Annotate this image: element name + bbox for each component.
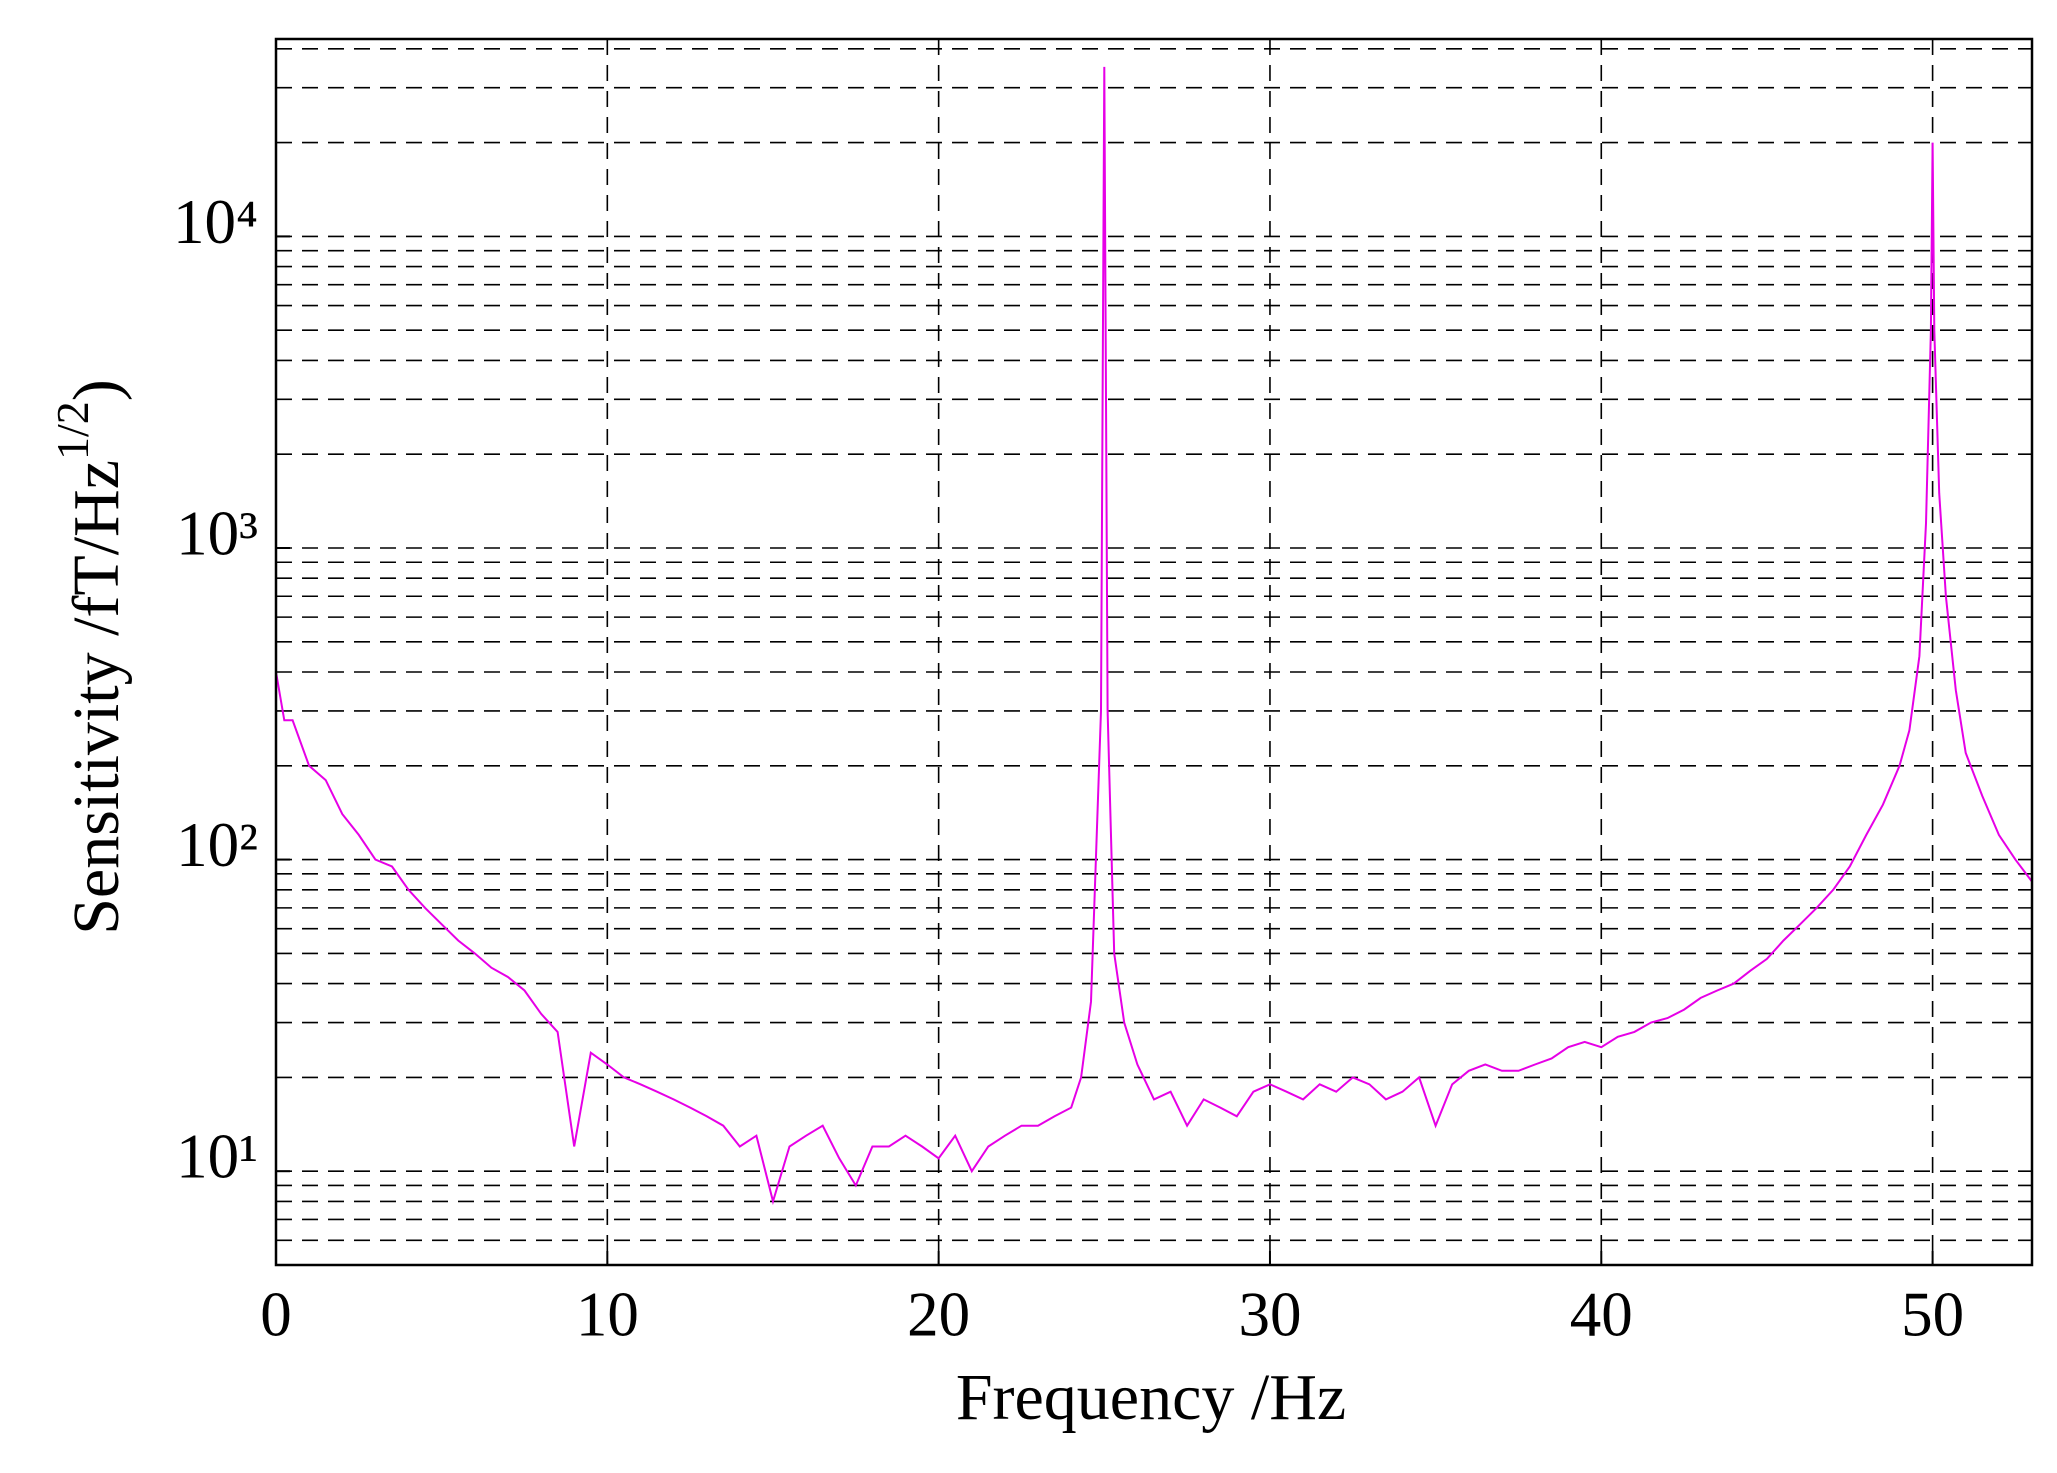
y-label-text: Sensitivity /fT/Hz: [60, 460, 133, 935]
plot-frame: [274, 37, 2034, 1267]
x-tick-label: 50: [1901, 1279, 1964, 1349]
y-tick-label: 10²: [176, 810, 258, 880]
x-tick-label: 30: [1238, 1279, 1301, 1349]
y-label-suffix: ): [60, 379, 133, 401]
x-tick-label: 10: [576, 1279, 639, 1349]
data-line: [275, 66, 2033, 1206]
y-tick-label: 10¹: [176, 1122, 258, 1192]
y-tick-label: 10⁴: [173, 187, 258, 257]
y-tick-label: 10³: [176, 498, 258, 568]
x-tick-label: 0: [260, 1279, 292, 1349]
y-label-sup: 1/2: [47, 401, 98, 460]
x-tick-label: 20: [907, 1279, 970, 1349]
x-axis-label: Frequency /Hz: [956, 1361, 1346, 1434]
y-axis-label: Sensitivity /fT/Hz1/2): [47, 379, 133, 935]
x-tick-label: 40: [1570, 1279, 1633, 1349]
